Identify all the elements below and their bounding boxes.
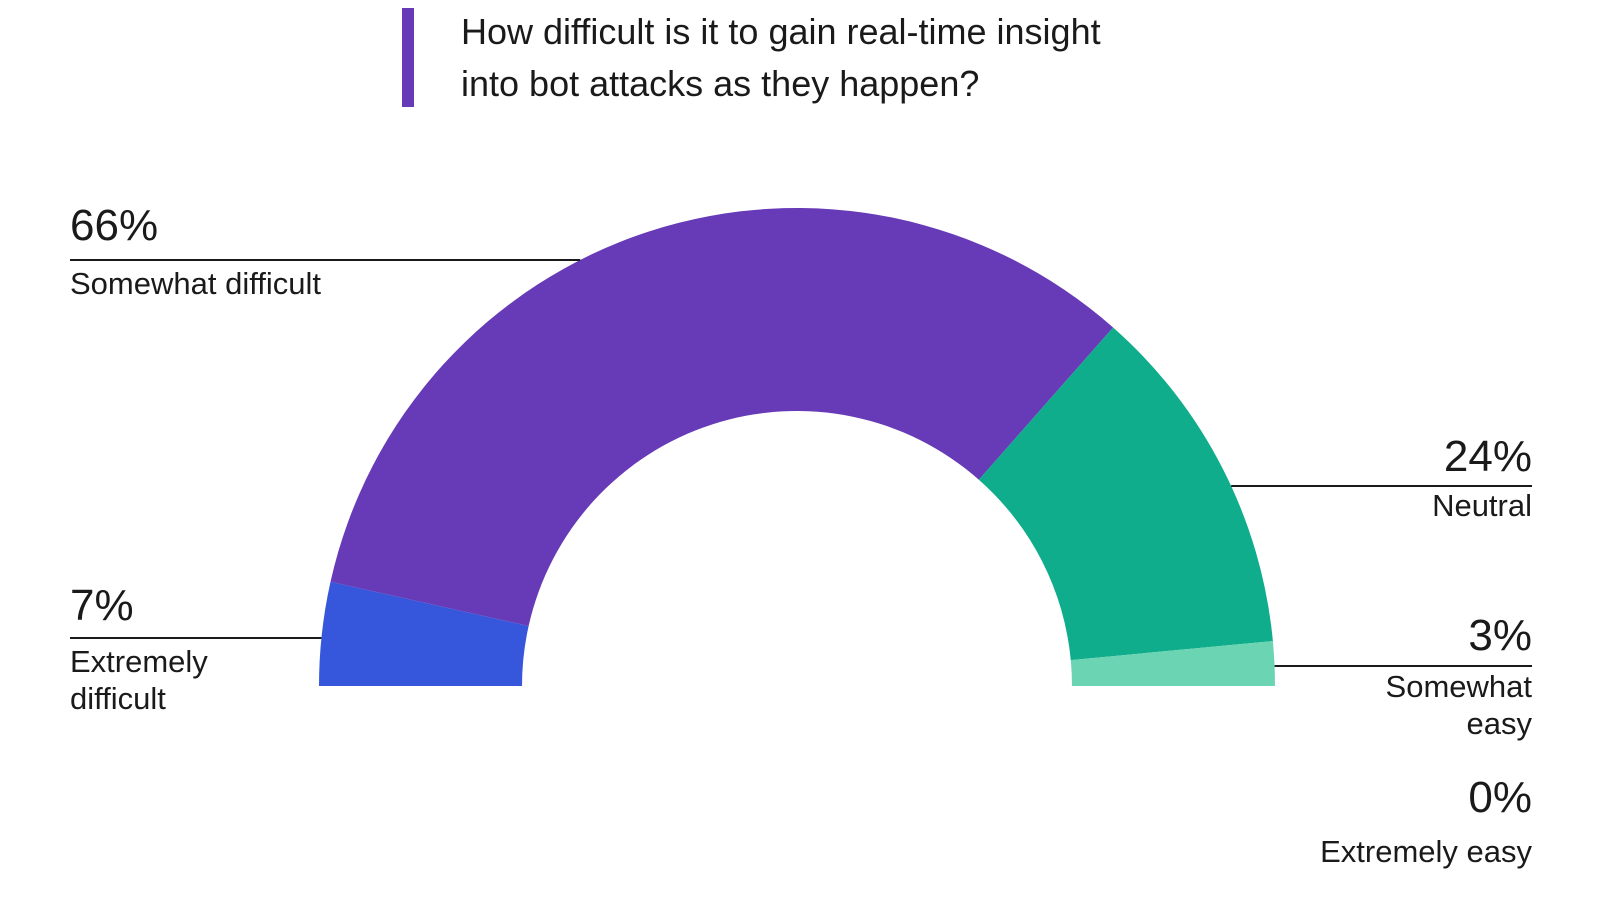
value-label-extremely-easy: 0% — [1468, 773, 1532, 822]
category-label-extremely-easy: Extremely easy — [1320, 834, 1532, 869]
value-label-somewhat-difficult: 66% — [70, 201, 158, 250]
value-label-somewhat-easy: 3% — [1468, 611, 1532, 660]
slice-somewhat-easy — [1070, 641, 1275, 686]
slice-extremely-difficult — [319, 581, 529, 686]
value-label-extremely-difficult: 7% — [70, 581, 134, 630]
value-label-neutral: 24% — [1444, 432, 1532, 481]
slice-neutral — [978, 327, 1273, 661]
chart-title-line-1: How difficult is it to gain real-time in… — [461, 11, 1101, 52]
category-label-extremely-difficult-line-2: difficult — [70, 681, 166, 716]
category-label-somewhat-easy-line-2: easy — [1467, 706, 1533, 741]
category-label-somewhat-difficult: Somewhat difficult — [70, 266, 321, 301]
category-label-neutral: Neutral — [1432, 488, 1532, 523]
slice-somewhat-difficult — [330, 208, 1114, 627]
chart-title-line-2: into bot attacks as they happen? — [461, 63, 980, 104]
chart-title: How difficult is it to gain real-time in… — [461, 6, 1361, 110]
category-label-somewhat-easy-line-1: Somewhat — [1386, 669, 1533, 704]
category-label-extremely-difficult-line-1: Extremely — [70, 644, 208, 679]
title-accent-bar — [402, 8, 414, 107]
